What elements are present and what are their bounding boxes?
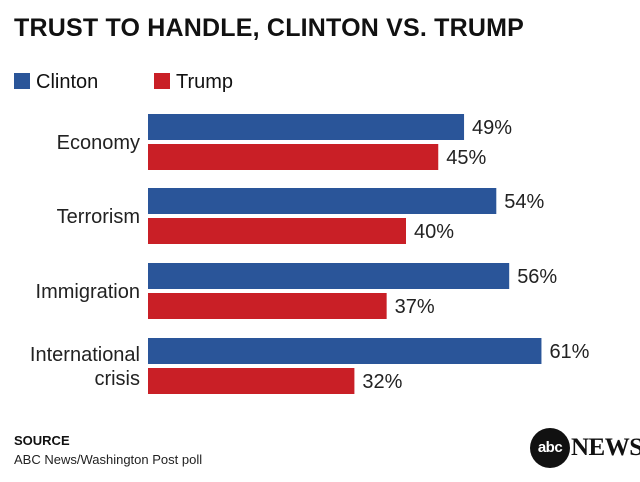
news-logo-word: NEWS bbox=[571, 434, 640, 461]
value-label-trump-0: 45% bbox=[446, 147, 486, 169]
bar-clinton-3 bbox=[148, 338, 542, 364]
value-label-clinton-3: 61% bbox=[549, 341, 589, 363]
value-label-trump-3: 32% bbox=[362, 371, 402, 393]
bar-clinton-0 bbox=[148, 114, 465, 140]
value-label-trump-2: 37% bbox=[395, 296, 435, 318]
legend-label-clinton: Clinton bbox=[36, 71, 99, 93]
value-label-clinton-2: 56% bbox=[517, 266, 557, 288]
bar-chart: Economy 49% 45% Terrorism 54% 40% Immigration 5… bbox=[30, 114, 590, 394]
value-label-clinton-1: 54% bbox=[504, 191, 544, 213]
bar-clinton-2 bbox=[148, 263, 510, 289]
bar-trump-2 bbox=[148, 293, 387, 319]
legend-swatch-clinton bbox=[14, 73, 30, 89]
value-label-clinton-0: 49% bbox=[472, 117, 512, 139]
category-label-2: Immigration bbox=[36, 281, 140, 303]
bar-trump-0 bbox=[148, 144, 439, 170]
chart-title: TRUST TO HANDLE, CLINTON VS. TRUMP bbox=[14, 14, 525, 42]
legend-swatch-trump bbox=[154, 73, 170, 89]
category-label-0: Economy bbox=[57, 132, 140, 154]
source-text: ABC News/Washington Post poll bbox=[14, 452, 203, 467]
bar-trump-1 bbox=[148, 218, 406, 244]
bar-trump-3 bbox=[148, 368, 355, 394]
category-label-1: Terrorism bbox=[57, 206, 140, 228]
category-label-3-line-1: crisis bbox=[94, 368, 140, 390]
category-label-3-line-0: International bbox=[30, 344, 140, 366]
abc-logo-disc: abc bbox=[530, 428, 570, 468]
value-label-trump-1: 40% bbox=[414, 221, 454, 243]
legend-label-trump: Trump bbox=[176, 71, 234, 93]
abc-news-logo: abc NEWS bbox=[530, 428, 640, 468]
source-heading: SOURCE bbox=[14, 433, 70, 448]
bar-clinton-1 bbox=[148, 188, 497, 214]
